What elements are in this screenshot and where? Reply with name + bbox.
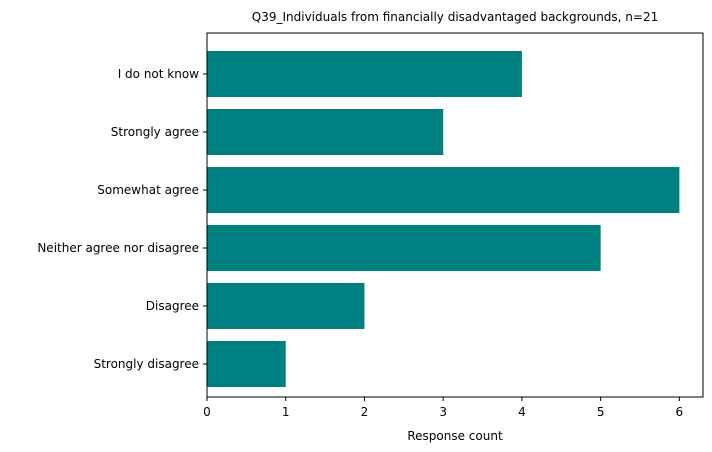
y-tick-label: Strongly agree xyxy=(111,125,199,139)
plot-frame xyxy=(206,32,704,398)
bar-0 xyxy=(207,341,286,387)
x-tick-label: 1 xyxy=(282,405,290,419)
x-tick-label: 2 xyxy=(361,405,369,419)
x-tick-label: 4 xyxy=(518,405,526,419)
bar-1 xyxy=(207,283,365,329)
bars-layer xyxy=(207,51,680,387)
x-tick-label: 6 xyxy=(676,405,684,419)
x-tick-label: 0 xyxy=(203,405,211,419)
chart-title: Q39_Individuals from financially disadva… xyxy=(252,10,658,24)
bar-2 xyxy=(207,225,601,271)
x-tick-label: 5 xyxy=(597,405,605,419)
x-axis-label: Response count xyxy=(407,429,503,443)
bar-5 xyxy=(207,51,522,97)
axes-layer: Strongly disagree Disagree Neither agree n… xyxy=(37,32,704,419)
y-tick-label: Somewhat agree xyxy=(97,183,199,197)
y-tick-label: Strongly disagree xyxy=(94,357,199,371)
bar-3 xyxy=(207,167,680,213)
y-tick-label: Neither agree nor disagree xyxy=(37,241,199,255)
y-tick-label: I do not know xyxy=(118,67,199,81)
x-tick-label: 3 xyxy=(439,405,447,419)
y-tick-label: Disagree xyxy=(146,299,199,313)
bar-4 xyxy=(207,109,444,155)
